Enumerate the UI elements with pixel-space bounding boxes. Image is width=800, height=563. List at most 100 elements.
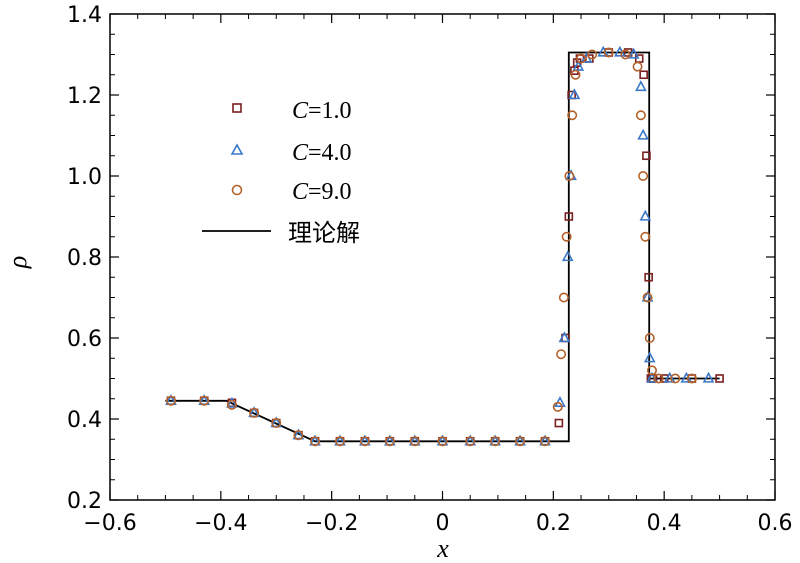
point-c4 (568, 88, 581, 100)
legend-label-c9-symbol: C (292, 179, 309, 205)
point-c9 (465, 436, 476, 447)
point-c9 (635, 110, 646, 121)
point-c4 (561, 250, 574, 262)
legend-label-c4-symbol: C (292, 140, 309, 166)
legend-label-theory: 理论解 (288, 220, 360, 247)
point-c9 (686, 373, 697, 384)
point-c4 (539, 434, 551, 446)
point-c4 (680, 371, 693, 383)
point-c9 (640, 231, 651, 242)
point-c9 (515, 436, 526, 447)
y-tick-label: 1.0 (67, 165, 102, 190)
point-c1 (644, 272, 653, 282)
point-c9 (293, 430, 304, 441)
y-tick-label: 0.6 (67, 327, 102, 352)
point-c9 (558, 292, 569, 303)
point-c9 (199, 395, 210, 406)
legend: C=1.0 C=4.0 C=9.0 理论解 (202, 98, 360, 247)
point-c9 (646, 365, 657, 376)
point-c1 (554, 418, 564, 428)
point-c9 (556, 349, 567, 360)
point-c9 (437, 436, 448, 447)
point-c4 (572, 59, 585, 71)
y-axis-label: ρ (3, 256, 32, 269)
point-c9 (632, 61, 643, 72)
point-c9 (670, 373, 681, 384)
x-tick-label: −0.6 (83, 511, 136, 536)
legend-label-c1: C=1.0 (292, 98, 352, 124)
legend-label-c1-symbol: C (292, 98, 309, 124)
legend-item-c9: C=9.0 (231, 179, 352, 205)
x-tick-label: 0 (436, 511, 450, 536)
point-c4 (226, 396, 238, 408)
legend-marker-square (232, 103, 242, 113)
point-c4 (639, 209, 652, 221)
legend-label-c4-value: =4.0 (308, 140, 352, 166)
point-c9 (490, 436, 501, 447)
y-tick-label: 0.8 (67, 246, 102, 271)
axis-tick-labels: −0.6 −0.4 −0.2 0 0.2 0.4 0.6 0.2 0.4 0.6 0.8 1.0 1.2… (67, 3, 793, 536)
point-c9 (271, 418, 282, 429)
point-c4 (165, 394, 177, 405)
y-tick-label: 1.4 (67, 3, 102, 28)
point-c4 (408, 434, 421, 446)
point-c4 (702, 371, 715, 383)
point-c9 (552, 401, 563, 412)
series-layer (165, 45, 724, 447)
legend-label-c9: C=9.0 (292, 179, 352, 205)
point-c9 (561, 231, 572, 242)
point-c4 (464, 434, 477, 446)
point-c9 (384, 436, 395, 447)
point-c9 (642, 292, 653, 303)
point-c9 (564, 171, 575, 182)
point-c4 (643, 351, 656, 363)
point-c4 (597, 45, 610, 57)
x-tick-label: 0.2 (536, 511, 571, 536)
point-c4 (514, 434, 526, 446)
point-c1 (639, 70, 648, 80)
point-c4 (334, 434, 346, 446)
y-tick-label: 0.4 (67, 408, 102, 433)
legend-label-c1-value: =1.0 (308, 98, 352, 124)
x-tick-label: −0.2 (305, 511, 358, 536)
legend-item-c1: C=1.0 (232, 98, 352, 124)
point-c4 (627, 47, 640, 59)
plot-frame (109, 13, 776, 501)
point-c9 (165, 395, 176, 406)
point-c9 (576, 53, 587, 64)
point-c4 (558, 331, 571, 343)
point-c4 (270, 416, 283, 428)
point-c9 (587, 49, 598, 60)
point-c9 (653, 373, 664, 384)
point-c9 (310, 436, 321, 447)
point-c4 (637, 128, 649, 140)
x-axis-label: x (436, 534, 449, 563)
x-tick-label: 0.6 (758, 511, 793, 536)
point-c4 (292, 428, 305, 440)
legend-item-theory: 理论解 (202, 220, 360, 247)
point-c4 (635, 80, 647, 92)
point-c9 (359, 436, 370, 447)
legend-label-c9-value: =9.0 (308, 179, 352, 205)
legend-marker-triangle (230, 143, 244, 155)
point-c1 (715, 374, 724, 383)
legend-label-c4: C=4.0 (292, 140, 352, 166)
point-c1 (564, 212, 574, 221)
point-c9 (620, 49, 631, 60)
point-c4 (309, 434, 321, 446)
point-c9 (226, 399, 237, 410)
point-c9 (540, 436, 551, 447)
point-c4 (641, 290, 654, 302)
point-c9 (567, 110, 578, 121)
point-c4 (436, 434, 449, 446)
point-c4 (384, 434, 396, 446)
point-c4 (198, 394, 211, 405)
point-c9 (644, 332, 655, 343)
point-c9 (249, 407, 260, 418)
point-c9 (638, 171, 649, 182)
point-c4 (663, 371, 676, 383)
point-c9 (334, 436, 345, 447)
